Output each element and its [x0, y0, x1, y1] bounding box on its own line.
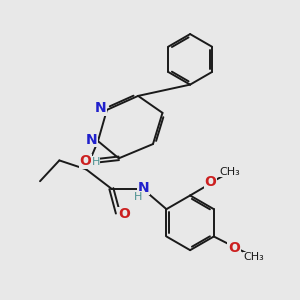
Text: N: N: [94, 101, 106, 116]
Text: N: N: [85, 133, 97, 147]
Text: O: O: [204, 175, 216, 189]
Text: N: N: [138, 181, 149, 195]
Text: CH₃: CH₃: [220, 167, 240, 177]
Text: O: O: [80, 154, 92, 168]
Text: H: H: [134, 192, 142, 202]
Text: CH₃: CH₃: [243, 252, 264, 262]
Text: O: O: [228, 242, 240, 255]
Text: H: H: [92, 157, 100, 167]
Text: O: O: [118, 208, 130, 221]
